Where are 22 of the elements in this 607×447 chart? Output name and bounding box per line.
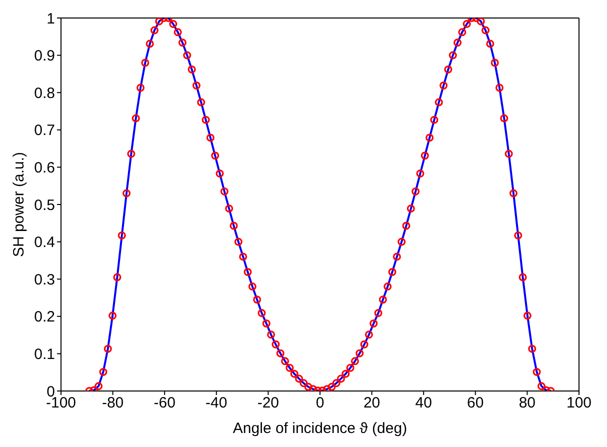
y-tick-label: 0.8 [34, 84, 55, 102]
x-tick-label: 80 [518, 394, 536, 412]
x-tick-label: -80 [102, 394, 124, 412]
y-tick-label: 0.5 [34, 196, 55, 214]
y-tick-label: 0.7 [34, 122, 55, 140]
x-tick-label: -40 [206, 394, 228, 412]
x-tick-label: 40 [415, 394, 432, 412]
x-axis-title: Angle of incidence ϑ (deg) [232, 420, 408, 437]
x-tick-label: -20 [257, 394, 280, 412]
y-axis-title: SH power (a.u.) [10, 152, 28, 258]
x-tick-label: 100 [566, 394, 592, 412]
y-tick-label: 0.4 [34, 234, 55, 252]
x-tick-label: -60 [154, 394, 176, 412]
y-tick-label: 0.1 [34, 346, 55, 364]
x-tick-label: 0 [316, 394, 324, 412]
y-tick-label: 1 [46, 10, 55, 28]
y-tick-label: 0.9 [34, 48, 55, 65]
x-tick-label: 20 [363, 394, 380, 412]
y-tick-label: 0.3 [34, 271, 55, 288]
x-tick-label: 60 [467, 394, 484, 412]
y-tick-label: 0.6 [34, 160, 55, 177]
y-tick-label: 0.2 [34, 308, 55, 326]
